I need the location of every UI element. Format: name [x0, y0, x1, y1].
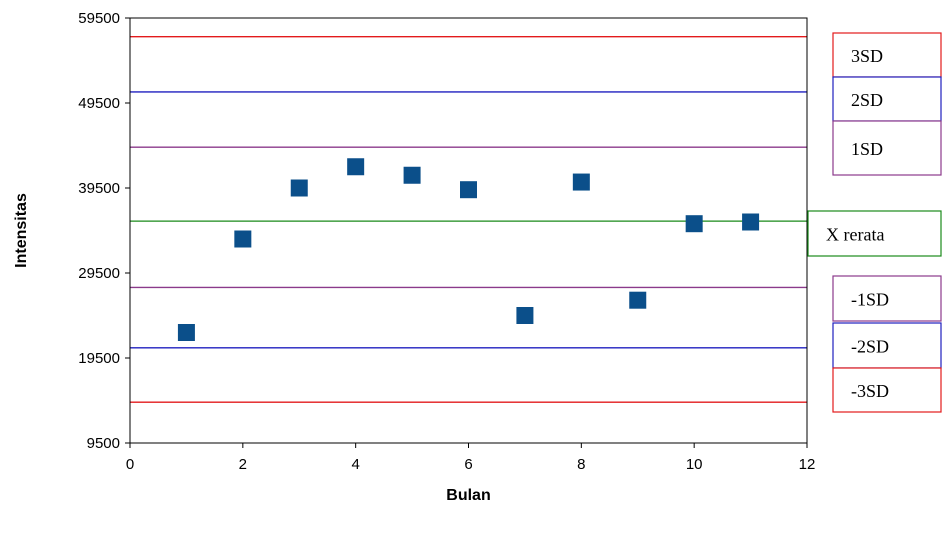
x-tick-label: 2 — [239, 456, 247, 473]
y-tick-label: 49500 — [78, 95, 120, 112]
ref-label-box: -3SD — [832, 367, 942, 413]
data-point — [290, 179, 308, 197]
ref-label-box: -1SD — [832, 275, 942, 322]
data-point — [460, 181, 477, 199]
ref-label-border — [807, 210, 942, 257]
ref-label-border — [832, 367, 942, 413]
data-point — [234, 230, 252, 248]
x-tick-label: 0 — [126, 456, 134, 473]
x-tick-label: 10 — [686, 456, 703, 473]
ref-label-text: -2SD — [851, 337, 889, 357]
data-point — [177, 324, 195, 341]
x-axis-title: Bulan — [446, 487, 490, 504]
reference-lines — [130, 36, 807, 403]
x-tick-label: 12 — [799, 456, 816, 473]
x-axis-ticks: 0 2 4 6 8 10 12 — [126, 443, 816, 473]
y-tick-label: 9500 — [87, 435, 120, 452]
ref-label-text: 1SD — [851, 139, 883, 159]
data-point — [629, 291, 647, 309]
ref-label-border — [832, 76, 942, 122]
data-point — [572, 173, 590, 191]
axes — [129, 17, 808, 444]
ref-label-box: 2SD — [832, 76, 942, 122]
data-point — [742, 213, 760, 231]
ref-label-text: 3SD — [851, 46, 883, 66]
data-points — [177, 158, 760, 341]
y-tick-label: 19500 — [78, 350, 120, 367]
y-axis-ticks: 9500 19500 29500 39500 49500 59500 — [78, 10, 130, 452]
ref-label-border — [832, 120, 942, 176]
x-tick-label: 8 — [577, 456, 585, 473]
y-tick-label: 39500 — [78, 180, 120, 197]
data-point — [685, 215, 703, 233]
ref-label-text: 2SD — [851, 90, 883, 110]
y-tick-label: 59500 — [78, 10, 120, 27]
y-tick-label: 29500 — [78, 265, 120, 282]
data-point — [516, 307, 534, 324]
y-axis-title: Intensitas — [13, 193, 30, 268]
ref-label-border — [832, 322, 942, 369]
plot-area-frame — [129, 17, 808, 444]
x-tick-label: 6 — [464, 456, 472, 473]
data-point — [347, 158, 365, 176]
data-point — [403, 166, 421, 184]
ref-label-border — [832, 275, 942, 322]
ref-label-text: -1SD — [851, 290, 889, 310]
ref-label-box: -2SD — [832, 322, 942, 369]
ref-label-text: X rerata — [826, 225, 884, 245]
reference-line-labels: 3SD 2SD 1SD X rerata -1SD -2SD -3SD — [807, 32, 942, 413]
ref-label-box: 1SD — [832, 120, 942, 176]
ref-label-text: -3SD — [851, 381, 889, 401]
x-tick-label: 4 — [351, 456, 359, 473]
ref-label-box: X rerata — [807, 210, 942, 257]
ref-label-border — [832, 32, 942, 78]
ref-label-box: 3SD — [832, 32, 942, 78]
